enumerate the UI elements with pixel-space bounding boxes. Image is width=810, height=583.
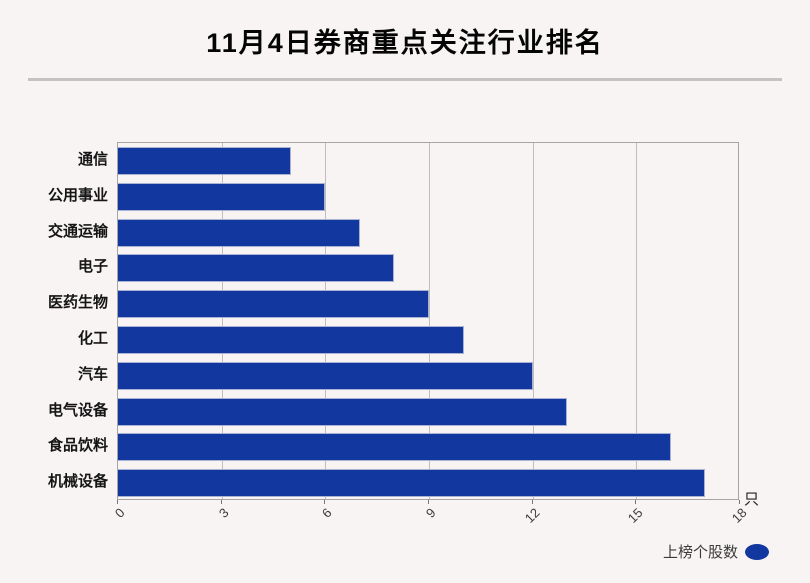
bar-汽车: [118, 361, 533, 390]
bar-通信: [118, 146, 291, 175]
x-tick-label: 18: [728, 505, 750, 526]
x-tick-mark: [428, 500, 429, 504]
y-axis-label: 医药生物: [47, 294, 108, 312]
legend-label: 上榜个股数: [662, 544, 738, 561]
y-axis-label: 公用事业: [47, 186, 108, 204]
x-tick-mark: [635, 500, 637, 504]
bar-机械设备: [118, 469, 706, 498]
y-axis-label: 电子: [77, 258, 108, 276]
y-axis-label: 机械设备: [47, 473, 108, 491]
y-axis-label: 通信: [77, 150, 108, 168]
bar-化工: [118, 325, 464, 354]
x-tick-label: 15: [625, 505, 646, 526]
x-tick-label: 0: [111, 505, 128, 521]
gridline: [636, 143, 638, 499]
title-divider: [28, 78, 782, 81]
x-tick-mark: [531, 500, 533, 504]
bar-食品饮料: [118, 433, 671, 462]
x-tick-label: 3: [215, 505, 232, 521]
bar-交通运输: [118, 218, 360, 247]
plot-area: [117, 142, 739, 500]
y-axis-label: 电气设备: [47, 401, 108, 419]
chart-title: 11月4日券商重点关注行业排名: [206, 28, 604, 58]
y-axis-label: 交通运输: [47, 222, 108, 240]
gridline: [221, 143, 223, 499]
gridline: [532, 143, 534, 499]
bar-公用事业: [118, 182, 326, 211]
x-tick-mark: [324, 500, 326, 504]
y-axis-label: 化工: [77, 329, 108, 347]
x-tick-label: 12: [521, 505, 543, 526]
bar-医药生物: [118, 290, 429, 319]
x-tick-mark: [117, 500, 118, 504]
gridline: [325, 143, 327, 499]
legend-ellipse-marker: [745, 543, 769, 560]
x-tick-mark: [220, 500, 222, 504]
x-tick-label: 6: [319, 505, 335, 521]
x-tick-label: 9: [422, 505, 439, 521]
bar-电气设备: [118, 397, 568, 426]
gridline: [429, 143, 430, 499]
bar-电子: [118, 254, 395, 283]
x-axis-unit-label: 只: [744, 491, 760, 508]
legend: 上榜个股数: [0, 541, 769, 562]
y-axis-label: 食品饮料: [47, 437, 108, 455]
x-tick-mark: [739, 500, 740, 504]
y-axis-label: 汽车: [77, 365, 108, 383]
